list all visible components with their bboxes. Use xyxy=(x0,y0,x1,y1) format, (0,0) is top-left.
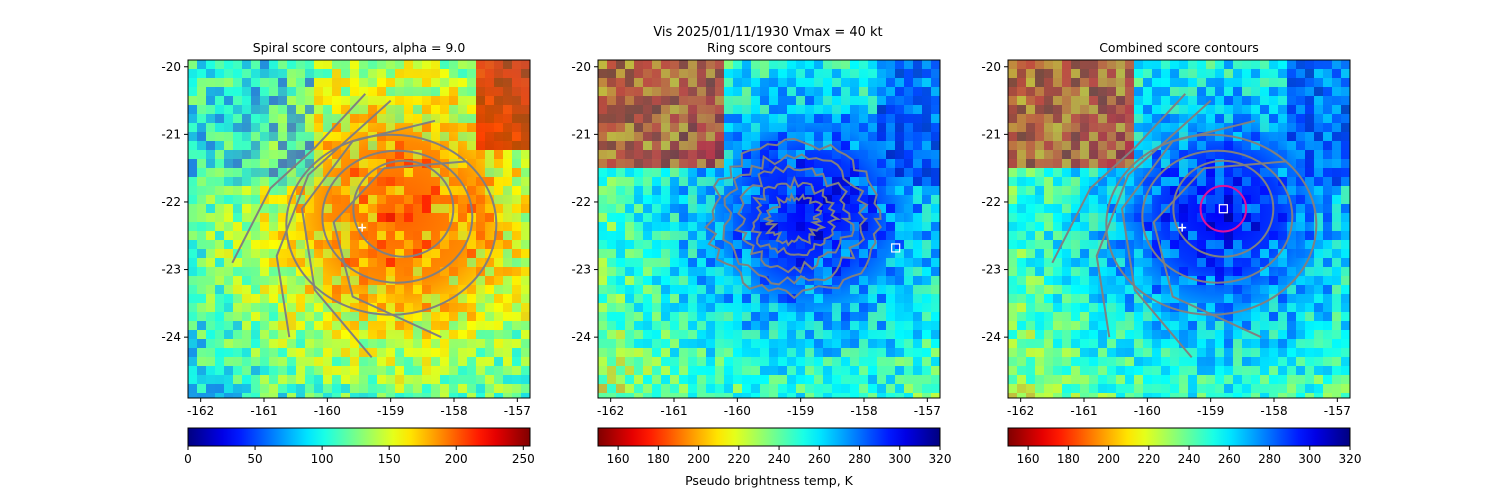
x-tick-label: -162 xyxy=(597,404,624,418)
x-tick-label: -159 xyxy=(787,404,814,418)
ring-circle xyxy=(1199,184,1248,233)
y-tick-label: -20 xyxy=(571,60,591,74)
x-tick-label: -157 xyxy=(914,404,941,418)
panel-title: Ring score contours xyxy=(707,40,831,55)
y-tick-label: -23 xyxy=(161,263,181,277)
x-tick-label: -158 xyxy=(1260,404,1287,418)
colorbar-tick-label: 240 xyxy=(768,452,791,466)
y-tick-label: -23 xyxy=(571,263,591,277)
ring-contour xyxy=(750,175,842,257)
colorbar-tick-label: 280 xyxy=(1258,452,1281,466)
y-tick-label: -22 xyxy=(571,195,591,209)
colorbar xyxy=(1007,427,1351,447)
y-tick-label: -20 xyxy=(161,60,181,74)
colorbar-tick-label: 180 xyxy=(647,452,670,466)
y-tick-label: -20 xyxy=(981,60,1001,74)
axes-frame xyxy=(1007,59,1351,399)
center-square-marker xyxy=(1218,204,1228,214)
center-plus-marker xyxy=(1178,223,1187,232)
colorbar-tick-label: 150 xyxy=(378,452,401,466)
colorbar-tick-label: 160 xyxy=(607,452,630,466)
colorbar xyxy=(597,427,941,447)
spiral-contour xyxy=(231,93,367,264)
score-contour xyxy=(1141,149,1294,284)
center-plus-marker xyxy=(358,223,367,232)
center-square-marker xyxy=(891,243,901,253)
x-tick-label: -157 xyxy=(1324,404,1351,418)
colorbar-tick-label: 180 xyxy=(1057,452,1080,466)
colorbar-tick-label: 50 xyxy=(247,452,262,466)
x-tick-label: -159 xyxy=(1197,404,1224,418)
colorbar-tick-label: 320 xyxy=(929,452,952,466)
x-tick-label: -161 xyxy=(250,404,277,418)
colorbar-label: Pseudo brightness temp, K xyxy=(685,473,854,488)
x-tick-label: -158 xyxy=(850,404,877,418)
score-contour xyxy=(1172,159,1275,258)
colorbar-tick-label: 250 xyxy=(512,452,535,466)
panel-title: Combined score contours xyxy=(1099,40,1259,55)
spiral-contour xyxy=(1121,119,1256,359)
colorbar-tick-label: 200 xyxy=(1097,452,1120,466)
panel-1: Spiral score contours, alpha = 9.0 -162 -1… xyxy=(161,40,534,466)
panel-title: Spiral score contours, alpha = 9.0 xyxy=(253,40,466,55)
ring-contour xyxy=(733,164,855,274)
spiral-contour xyxy=(1152,160,1287,339)
x-tick-label: -162 xyxy=(187,404,214,418)
y-tick-label: -21 xyxy=(571,127,591,141)
score-contour xyxy=(321,149,474,284)
y-tick-label: -22 xyxy=(981,195,1001,209)
contour-lines xyxy=(704,137,882,300)
y-tick-label: -24 xyxy=(161,330,181,344)
x-tick-label: -160 xyxy=(1134,404,1161,418)
colorbar-tick-label: 240 xyxy=(1178,452,1201,466)
colorbar-tick-label: 160 xyxy=(1017,452,1040,466)
ring-contour xyxy=(722,153,869,286)
spiral-contour xyxy=(1095,99,1212,338)
y-tick-label: -23 xyxy=(981,263,1001,277)
x-tick-label: -158 xyxy=(440,404,467,418)
panel-2: Ring score contours -162 -161 -160 -159 -158 -… xyxy=(571,40,951,488)
heatmap-image xyxy=(188,60,530,398)
x-tick-label: -161 xyxy=(660,404,687,418)
axes-frame xyxy=(597,59,941,399)
x-tick-label: -161 xyxy=(1070,404,1097,418)
x-tick-label: -162 xyxy=(1007,404,1034,418)
colorbar-tick-label: 260 xyxy=(1218,452,1241,466)
x-tick-label: -159 xyxy=(377,404,404,418)
spiral-contour xyxy=(301,119,436,359)
colorbar-tick-label: 220 xyxy=(1137,452,1160,466)
colorbar-tick-label: 320 xyxy=(1339,452,1362,466)
ring-contour xyxy=(704,137,882,300)
colorbar-tick-label: 220 xyxy=(727,452,750,466)
y-tick-label: -24 xyxy=(571,330,591,344)
colorbar-tick-label: 200 xyxy=(687,452,710,466)
y-tick-label: -21 xyxy=(161,127,181,141)
x-tick-label: -157 xyxy=(504,404,531,418)
colorbar-tick-label: 300 xyxy=(1298,452,1321,466)
heatmap-image xyxy=(598,60,940,398)
contour-lines xyxy=(1051,93,1318,359)
spiral-contour xyxy=(1051,93,1187,264)
colorbar-tick-label: 280 xyxy=(848,452,871,466)
y-tick-label: -21 xyxy=(981,127,1001,141)
panel-3: Combined score contours -162 -161 -160 -159 -… xyxy=(981,40,1361,466)
colorbar-tick-label: 100 xyxy=(311,452,334,466)
x-tick-label: -160 xyxy=(724,404,751,418)
spiral-contour xyxy=(332,160,467,339)
figure-suptitle: Vis 2025/01/11/1930 Vmax = 40 kt xyxy=(653,25,882,40)
ring-contour xyxy=(762,191,827,247)
colorbar xyxy=(187,427,531,447)
spiral-contour xyxy=(275,99,392,338)
x-tick-label: -160 xyxy=(314,404,341,418)
contour-lines xyxy=(231,93,498,359)
score-contour xyxy=(352,159,455,258)
colorbar-tick-label: 0 xyxy=(184,452,192,466)
y-tick-label: -22 xyxy=(161,195,181,209)
y-tick-label: -24 xyxy=(981,330,1001,344)
axes-frame xyxy=(187,59,531,399)
colorbar-tick-label: 300 xyxy=(888,452,911,466)
colorbar-tick-label: 260 xyxy=(808,452,831,466)
colorbar-tick-label: 200 xyxy=(445,452,468,466)
